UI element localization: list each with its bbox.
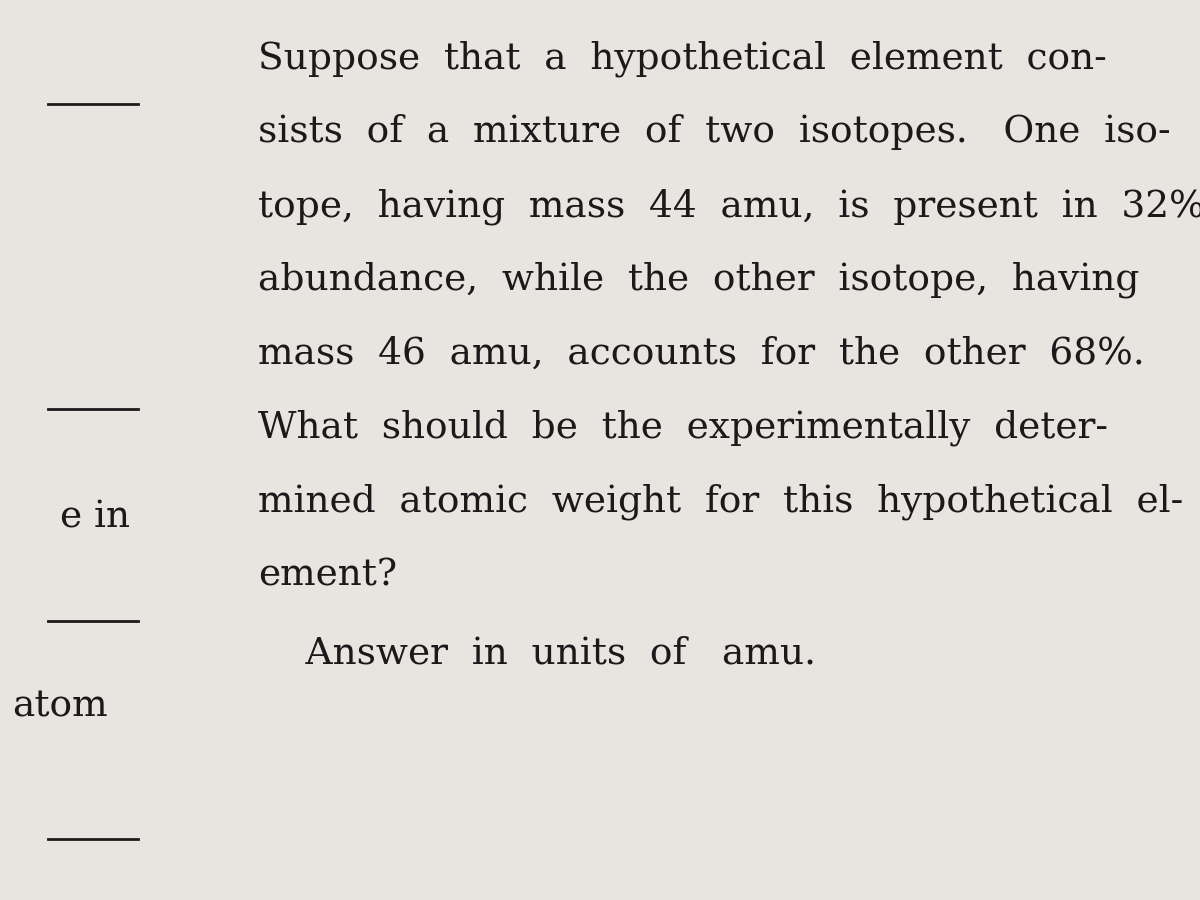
Text: sists  of  a  mixture  of  two  isotopes.   One  iso-: sists of a mixture of two isotopes. One … [258,114,1171,150]
Text: Suppose  that  a  hypothetical  element  con-: Suppose that a hypothetical element con- [258,40,1106,77]
Text: mined  atomic  weight  for  this  hypothetical  el-: mined atomic weight for this hypothetica… [258,483,1183,520]
Text: tope,  having  mass  44  amu,  is  present  in  32%: tope, having mass 44 amu, is present in … [258,188,1200,225]
Text: What  should  be  the  experimentally  deter-: What should be the experimentally deter- [258,410,1108,446]
Text: Answer  in  units  of   amu.: Answer in units of amu. [258,635,816,671]
Text: e in: e in [60,500,130,536]
Text: abundance,  while  the  other  isotope,  having: abundance, while the other isotope, havi… [258,262,1139,299]
Text: ement?: ement? [258,557,397,593]
Text: mass  46  amu,  accounts  for  the  other  68%.: mass 46 amu, accounts for the other 68%. [258,336,1145,372]
Text: atom: atom [12,688,108,724]
